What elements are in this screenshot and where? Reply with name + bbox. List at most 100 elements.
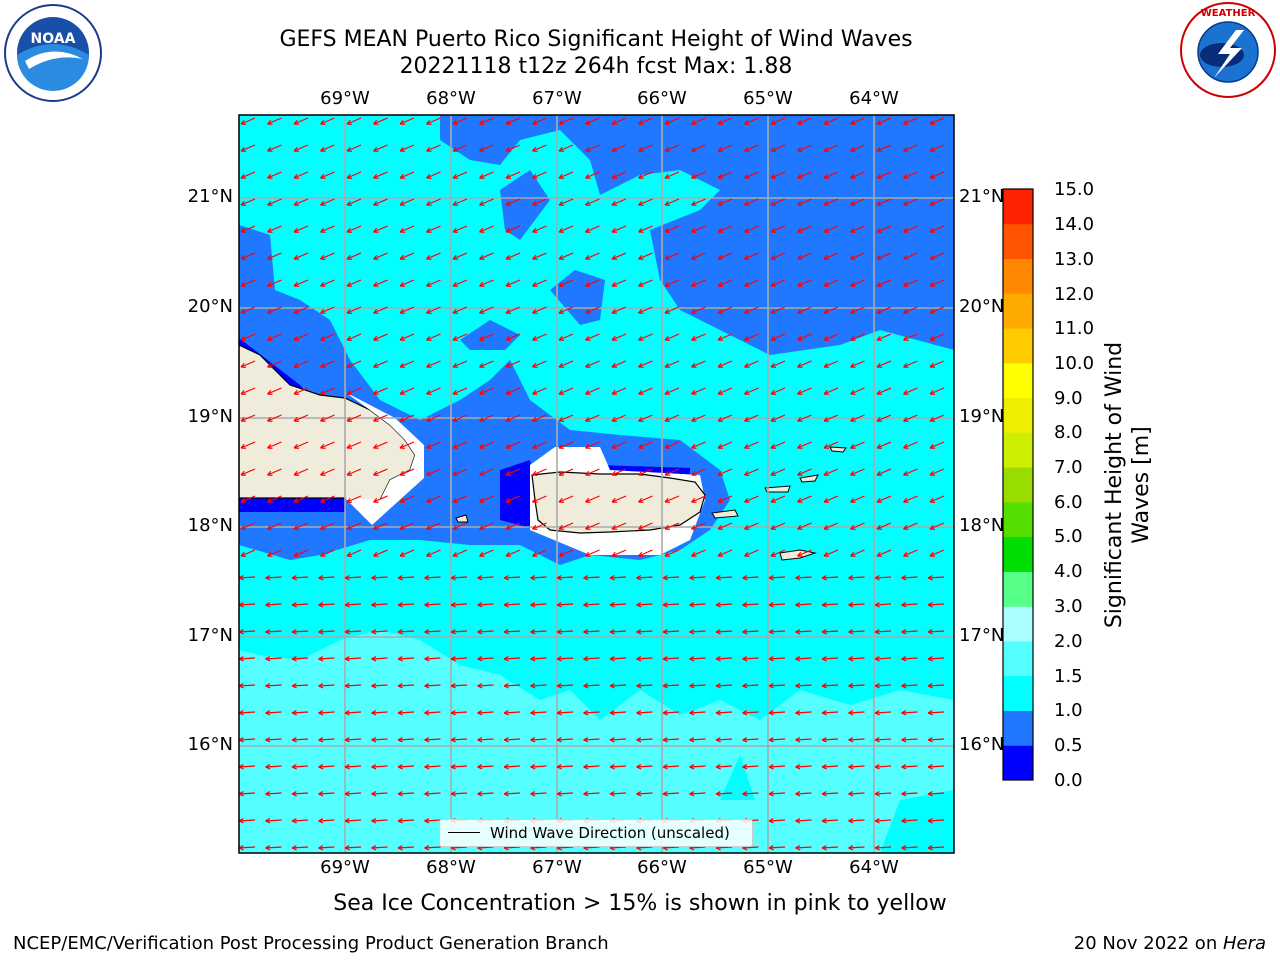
wind-wave-arrow: [611, 549, 627, 557]
wind-wave-arrow: [850, 549, 865, 557]
wind-wave-arrow: [318, 629, 335, 635]
wind-wave-arrow: [424, 791, 441, 797]
wind-wave-arrow: [399, 360, 415, 368]
wind-wave-arrow: [265, 629, 282, 635]
wind-wave-arrow: [530, 602, 547, 608]
wind-wave-arrow: [797, 144, 812, 152]
wind-wave-arrow: [927, 629, 945, 635]
wind-wave-arrow: [903, 144, 918, 152]
wind-wave-arrow: [691, 117, 706, 125]
wind-wave-arrow: [240, 495, 256, 503]
wind-wave-arrow: [691, 468, 706, 476]
wind-wave-arrow: [903, 225, 918, 233]
wind-wave-arrow: [689, 629, 706, 635]
wind-wave-arrow: [320, 198, 335, 206]
wind-wave-arrow: [397, 602, 415, 608]
lat-label-right: 20°N: [959, 296, 1005, 317]
wind-wave-arrow: [532, 144, 547, 152]
wind-wave-arrow: [611, 414, 627, 422]
wind-wave-arrow: [823, 387, 839, 395]
wind-wave-arrow: [691, 387, 706, 395]
wind-wave-arrow: [795, 818, 812, 824]
wind-wave-arrow: [611, 144, 627, 152]
wind-wave-arrow: [585, 414, 600, 422]
wind-wave-arrow: [320, 333, 335, 341]
wind-wave-arrow: [293, 360, 309, 368]
wind-wave-arrow: [479, 198, 494, 206]
wind-wave-arrow: [929, 441, 945, 449]
wind-wave-arrow: [583, 575, 600, 581]
wind-wave-arrow: [821, 602, 839, 608]
lon-label-top: 66°W: [637, 88, 687, 109]
wind-wave-arrow: [823, 333, 839, 341]
wind-wave-arrow: [267, 306, 282, 314]
wind-wave-arrow: [636, 791, 653, 797]
wind-wave-arrow: [556, 656, 574, 662]
wind-wave-arrow: [717, 279, 733, 287]
wind-wave-arrow: [689, 683, 706, 689]
wind-wave-arrow: [479, 522, 494, 530]
wind-wave-arrow: [797, 225, 812, 233]
wind-wave-arrow: [901, 710, 918, 716]
wind-wave-arrow: [742, 602, 759, 608]
wind-wave-arrow: [240, 387, 256, 395]
wind-wave-arrow: [611, 441, 627, 449]
wind-wave-arrow: [797, 306, 812, 314]
wind-wave-arrow: [717, 225, 733, 233]
wind-wave-arrow: [823, 414, 839, 422]
colorbar-tick: 11.0: [1054, 318, 1095, 339]
wind-wave-arrow: [691, 522, 706, 530]
wind-wave-arrow: [397, 791, 415, 797]
colorbar-swatch: [1003, 362, 1033, 399]
wind-wave-arrow: [373, 549, 388, 557]
wind-wave-arrow: [848, 629, 865, 635]
lat-label-left: 19°N: [187, 406, 233, 427]
wind-wave-arrow: [929, 198, 945, 206]
wind-wave-arrow: [291, 818, 309, 824]
wind-wave-arrow: [397, 629, 415, 635]
wind-wave-arrow: [611, 360, 627, 368]
wind-wave-arrow: [452, 549, 468, 557]
wind-wave-arrow: [901, 845, 918, 851]
wind-wave-arrow: [399, 549, 415, 557]
wind-wave-arrow: [240, 333, 256, 341]
wind-wave-arrow: [795, 575, 812, 581]
wind-wave-arrow: [770, 225, 786, 233]
wind-wave-arrow: [850, 333, 865, 341]
wind-wave-arrow: [265, 710, 282, 716]
wind-wave-arrow: [850, 414, 865, 422]
wind-wave-arrow: [585, 333, 600, 341]
wind-wave-arrow: [452, 144, 468, 152]
wind-wave-arrow: [346, 171, 362, 179]
wind-wave-arrow: [505, 279, 521, 287]
wind-wave-arrow: [636, 683, 653, 689]
wind-wave-arrow: [530, 683, 547, 689]
wind-wave-arrow: [744, 468, 759, 476]
wind-wave-arrow: [344, 629, 362, 635]
wind-wave-arrow: [850, 117, 865, 125]
wind-wave-arrow: [874, 575, 892, 581]
wind-wave-arrow: [267, 225, 282, 233]
wind-wave-arrow: [770, 117, 786, 125]
wind-wave-arrow: [373, 387, 388, 395]
wind-wave-arrow: [583, 602, 600, 608]
wind-wave-arrow: [770, 387, 786, 395]
wind-wave-arrow: [505, 198, 521, 206]
wind-wave-arrow: [662, 791, 680, 797]
wind-wave-arrow: [795, 683, 812, 689]
wind-wave-arrow: [426, 279, 441, 287]
wind-wave-arrow: [503, 737, 521, 743]
wind-wave-arrow: [929, 117, 945, 125]
wind-wave-arrow: [291, 575, 309, 581]
wind-wave-arrow: [717, 414, 733, 422]
wind-wave-arrow: [770, 549, 786, 557]
wind-wave-arrow: [558, 441, 574, 449]
wind-wave-arrow: [609, 656, 627, 662]
wind-wave-arrow: [744, 495, 759, 503]
wind-wave-arrow: [479, 549, 494, 557]
wind-wave-arrow: [346, 360, 362, 368]
wind-wave-arrow: [530, 629, 547, 635]
wind-wave-arrow: [664, 225, 680, 233]
wind-wave-arrow: [293, 441, 309, 449]
wind-wave-arrow: [344, 602, 362, 608]
